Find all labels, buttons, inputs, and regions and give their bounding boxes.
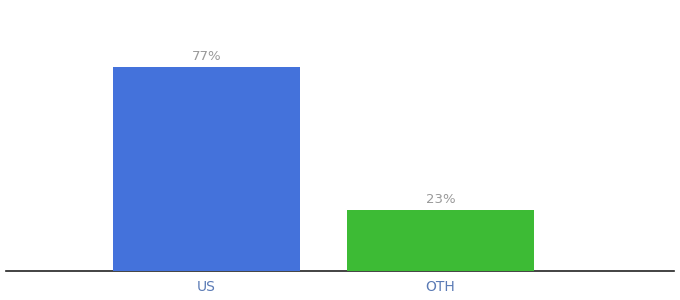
Text: 23%: 23% <box>426 193 455 206</box>
Text: 77%: 77% <box>191 50 221 63</box>
Bar <box>113 67 300 271</box>
Bar <box>347 210 534 271</box>
